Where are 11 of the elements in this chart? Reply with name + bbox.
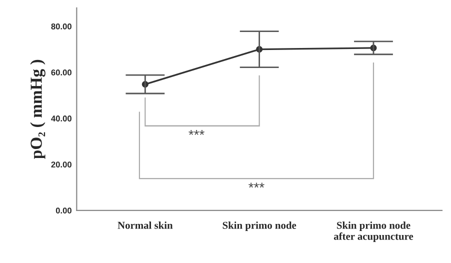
y-tick-label: 60.00 [51, 70, 72, 76]
y-tick-label: 40.00 [51, 116, 72, 122]
y-tick-label: 20.00 [51, 162, 72, 168]
x-tick-label: Skin primo node after acupuncture [334, 222, 414, 242]
annotation: *** [188, 130, 204, 135]
y-tick-label: 0.00 [56, 208, 72, 214]
annotation: *** [248, 182, 264, 188]
y-tick-label: 80.00 [51, 24, 72, 30]
x-tick-label: Normal skin [118, 222, 173, 229]
y-axis-title: pO₂ ( mmHg ) [30, 60, 46, 159]
x-tick-label: Skin primo node [222, 222, 296, 231]
